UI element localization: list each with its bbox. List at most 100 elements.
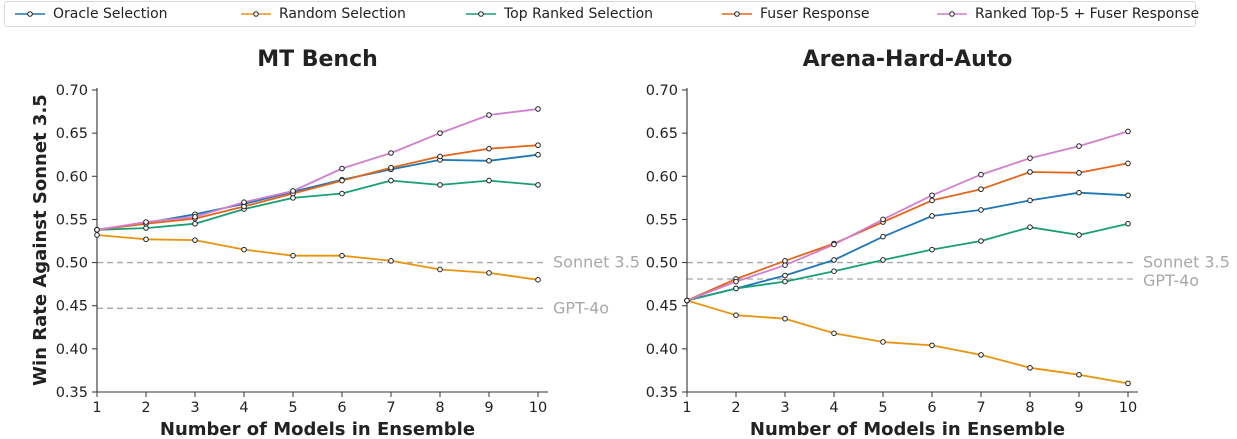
data-point xyxy=(880,216,886,223)
data-point xyxy=(388,164,394,171)
legend-label: Top Ranked Selection xyxy=(504,6,654,22)
x-tick-label: 9 xyxy=(484,400,493,416)
x-tick-label: 9 xyxy=(1074,400,1083,416)
data-point xyxy=(733,312,739,319)
legend-item: Top Ranked Selection xyxy=(466,2,653,26)
legend-swatch xyxy=(466,11,496,17)
legend-swatch xyxy=(15,11,45,17)
data-point xyxy=(831,268,837,275)
data-point xyxy=(831,257,837,263)
x-tick-label: 6 xyxy=(927,400,936,416)
data-point xyxy=(978,207,984,213)
data-point xyxy=(782,272,788,279)
data-point xyxy=(978,238,984,244)
data-point xyxy=(290,188,296,194)
data-point xyxy=(535,142,541,149)
chart-panel: MT Bench Number of Models in Ensemble Sonn… xyxy=(56,47,640,439)
series-line xyxy=(686,222,1129,302)
y-tick-label: 0.65 xyxy=(56,126,88,142)
series-line xyxy=(96,144,539,231)
data-point xyxy=(733,285,739,292)
y-tick-label: 0.50 xyxy=(56,256,88,272)
data-point xyxy=(782,278,788,285)
data-point xyxy=(1125,128,1131,135)
y-tick-label: 0.35 xyxy=(56,385,88,401)
y-tick-label: 0.65 xyxy=(646,126,678,142)
data-point xyxy=(929,197,935,204)
y-tick-label: 0.60 xyxy=(56,169,88,185)
data-point xyxy=(241,199,247,205)
x-tick-label: 4 xyxy=(239,400,248,416)
legend-label: Oracle Selection xyxy=(53,6,168,22)
y-tick-label: 0.45 xyxy=(56,299,88,315)
reference-line-label: GPT-4o xyxy=(1143,271,1199,290)
data-point xyxy=(437,130,443,136)
legend-label: Random Selection xyxy=(279,6,406,22)
data-point xyxy=(978,186,984,193)
data-point xyxy=(486,270,492,276)
x-tick-label: 3 xyxy=(190,400,199,416)
y-tick-label: 0.70 xyxy=(56,83,88,99)
y-tick-label: 0.45 xyxy=(646,299,678,315)
x-tick-label: 1 xyxy=(92,400,101,416)
series-line xyxy=(96,108,539,231)
data-point xyxy=(1125,192,1131,199)
x-tick-label: 8 xyxy=(435,400,444,416)
series-line xyxy=(96,153,539,231)
y-axis-label: Win Rate Against Sonnet 3.5 xyxy=(30,94,51,386)
data-point xyxy=(535,151,541,158)
data-point xyxy=(94,226,100,233)
data-point xyxy=(437,266,443,273)
data-point xyxy=(880,257,886,263)
reference-line-label: Sonnet 3.5 xyxy=(553,253,640,272)
x-tick-label: 7 xyxy=(976,400,985,416)
data-point xyxy=(880,233,886,240)
x-tick-label: 10 xyxy=(1119,400,1137,416)
data-point xyxy=(535,106,541,112)
data-point xyxy=(486,145,492,152)
data-point xyxy=(929,192,935,199)
reference-line-label: Sonnet 3.5 xyxy=(1143,253,1230,272)
data-point xyxy=(1125,160,1131,167)
data-point xyxy=(733,278,739,285)
y-tick-label: 0.35 xyxy=(646,385,678,401)
data-point xyxy=(339,177,345,184)
data-point xyxy=(684,297,690,304)
reference-line-label: GPT-4o xyxy=(553,298,609,317)
data-point xyxy=(437,182,443,188)
x-tick-label: 1 xyxy=(682,400,691,416)
series-line xyxy=(686,162,1129,302)
data-point xyxy=(929,342,935,349)
y-tick-label: 0.40 xyxy=(56,342,88,358)
data-point xyxy=(1125,380,1131,387)
y-tick-label: 0.40 xyxy=(646,342,678,358)
data-point xyxy=(339,190,345,197)
x-tick-label: 3 xyxy=(780,400,789,416)
legend-item: Ranked Top-5 + Fuser Response xyxy=(937,2,1199,26)
legend-item: Fuser Response xyxy=(722,2,870,26)
data-point xyxy=(143,236,149,243)
series-line xyxy=(686,130,1129,302)
chart-title: Arena-Hard-Auto xyxy=(803,47,1013,72)
legend-swatch xyxy=(241,11,271,17)
x-tick-label: 10 xyxy=(529,400,547,416)
data-point xyxy=(486,157,492,164)
data-point xyxy=(535,277,541,283)
data-point xyxy=(880,339,886,345)
data-point xyxy=(1076,170,1082,176)
data-point xyxy=(388,258,394,264)
data-point xyxy=(1076,232,1082,238)
series-line xyxy=(686,299,1129,385)
legend-label: Fuser Response xyxy=(760,6,870,22)
data-point xyxy=(339,165,345,172)
x-tick-label: 6 xyxy=(337,400,346,416)
x-axis-label: Number of Models in Ensemble xyxy=(160,419,475,439)
data-point xyxy=(192,220,198,227)
y-tick-label: 0.70 xyxy=(646,83,678,99)
data-point xyxy=(1027,365,1033,371)
data-point xyxy=(1076,371,1082,378)
x-tick-label: 5 xyxy=(878,400,887,416)
data-point xyxy=(94,232,100,238)
x-tick-label: 5 xyxy=(288,400,297,416)
